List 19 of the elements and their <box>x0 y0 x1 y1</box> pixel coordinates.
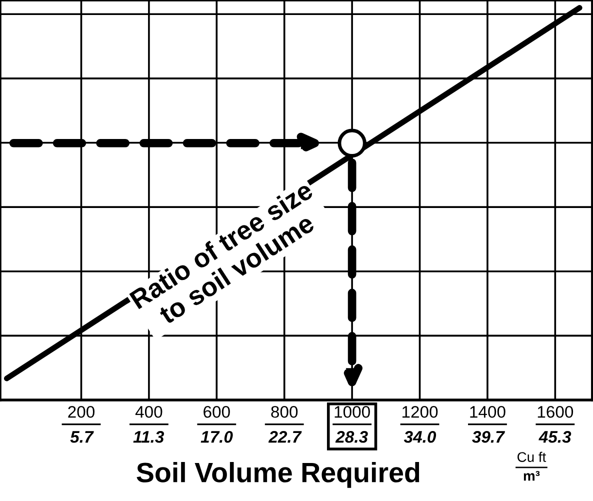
x-tick-label: 1200 <box>402 406 438 418</box>
x-tick-label: 800 <box>271 406 298 418</box>
x2-tick-label: 39.7 <box>472 430 506 443</box>
x-tick-label: 1400 <box>470 406 506 418</box>
text: m³ <box>524 470 540 481</box>
x2-tick-label: 5.7 <box>70 431 94 443</box>
x-tick-label: 1600 <box>538 406 574 418</box>
x-tick-label: 400 <box>135 406 162 418</box>
x2-tick-label: 34.0 <box>404 430 436 443</box>
x2-tick-label: 45.3 <box>538 430 572 443</box>
x2-tick-label: 11.3 <box>133 430 164 443</box>
x2-tick-label: 28.3 <box>335 430 368 443</box>
text: Cu ft <box>518 452 546 462</box>
x-tick-label: 1000 <box>334 406 370 418</box>
x2-tick-label: 22.7 <box>268 430 302 443</box>
x-tick-label: 600 <box>204 406 230 418</box>
x2-tick-label: 17.0 <box>200 430 233 443</box>
x-axis-title: Soil Volume Required <box>136 462 420 488</box>
x-tick-label: 200 <box>68 406 94 418</box>
